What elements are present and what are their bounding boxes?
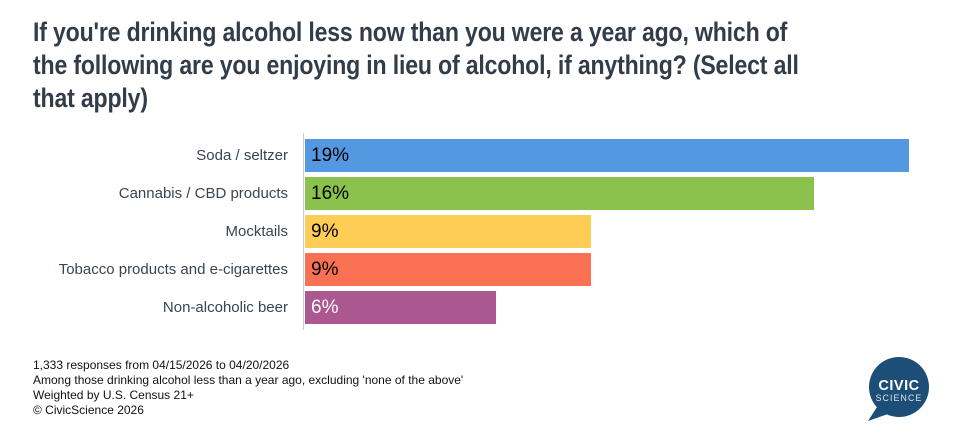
copyright-line: © CivicScience 2026: [33, 403, 144, 417]
bar-row: Non-alcoholic beer 6%: [33, 291, 953, 324]
logo-bubble-tail: [868, 407, 888, 421]
bar-chart: Soda / seltzer 19% Cannabis / CBD products…: [33, 133, 953, 330]
chart-title-line-3: that apply): [33, 83, 148, 113]
category-label: Non-alcoholic beer: [162, 299, 288, 316]
value-label: 9%: [311, 258, 339, 280]
category-label: Cannabis / CBD products: [118, 185, 288, 202]
value-label: 16%: [311, 182, 350, 204]
chart-title-line-1: If you're drinking alcohol less now than…: [33, 17, 788, 47]
category-label: Soda / seltzer: [196, 147, 288, 164]
bar: 6%: [305, 291, 496, 324]
responses-line: 1,333 responses from 04/15/2026 to 04/20…: [33, 358, 290, 372]
category-label: Tobacco products and e-cigarettes: [58, 261, 288, 278]
bar-row: Soda / seltzer 19%: [33, 139, 953, 172]
value-label: 9%: [311, 220, 339, 242]
category-label: Mocktails: [225, 223, 288, 240]
logo-text-science: SCIENCE: [876, 393, 923, 403]
bar-rows: Soda / seltzer 19% Cannabis / CBD products…: [33, 139, 953, 329]
bar: 9%: [305, 253, 592, 286]
bar: 16%: [305, 177, 814, 210]
weighting-line: Weighted by U.S. Census 21+: [33, 388, 194, 402]
chart-title-line-2: the following are you enjoying in lieu o…: [33, 50, 799, 80]
y-axis-line: [303, 133, 304, 330]
footer-notes: 1,333 responses from 04/15/2026 to 04/20…: [33, 358, 463, 418]
bar-row: Tobacco products and e-cigarettes 9%: [33, 253, 953, 286]
bar: 19%: [305, 139, 910, 172]
value-label: 19%: [311, 144, 350, 166]
chart-title: If you're drinking alcohol less now than…: [33, 16, 929, 115]
population-line: Among those drinking alcohol less than a…: [33, 373, 464, 387]
value-label: 6%: [311, 296, 339, 318]
bar-row: Mocktails 9%: [33, 215, 953, 248]
bar: 9%: [305, 215, 592, 248]
logo-text-civic: CIVIC: [878, 378, 919, 394]
logo-bubble-circle: [869, 357, 929, 417]
bar-row: Cannabis / CBD products 16%: [33, 177, 953, 210]
civicscience-logo: CIVIC SCIENCE: [868, 357, 929, 421]
